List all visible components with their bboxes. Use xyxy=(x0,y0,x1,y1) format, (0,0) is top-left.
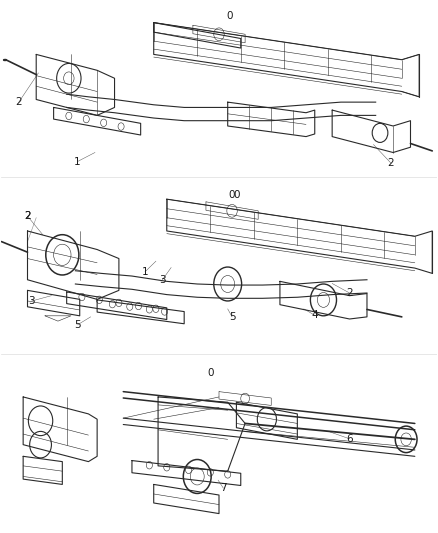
Text: 2: 2 xyxy=(24,211,31,221)
Text: 2: 2 xyxy=(15,97,22,107)
Text: 3: 3 xyxy=(28,296,35,306)
Text: 0: 0 xyxy=(207,368,214,377)
Text: 2: 2 xyxy=(24,211,31,221)
Text: 6: 6 xyxy=(346,434,353,444)
Text: 1: 1 xyxy=(142,267,148,277)
Text: 5: 5 xyxy=(229,312,235,322)
Text: 2: 2 xyxy=(346,288,353,298)
Text: 7: 7 xyxy=(220,483,226,493)
Text: 0: 0 xyxy=(229,190,235,200)
Text: 0: 0 xyxy=(226,11,233,21)
Text: 4: 4 xyxy=(311,310,318,320)
Text: 3: 3 xyxy=(159,274,166,285)
Text: 2: 2 xyxy=(388,158,394,168)
Text: 1: 1 xyxy=(74,157,81,166)
Text: 5: 5 xyxy=(74,320,81,330)
Text: 0: 0 xyxy=(233,190,240,200)
